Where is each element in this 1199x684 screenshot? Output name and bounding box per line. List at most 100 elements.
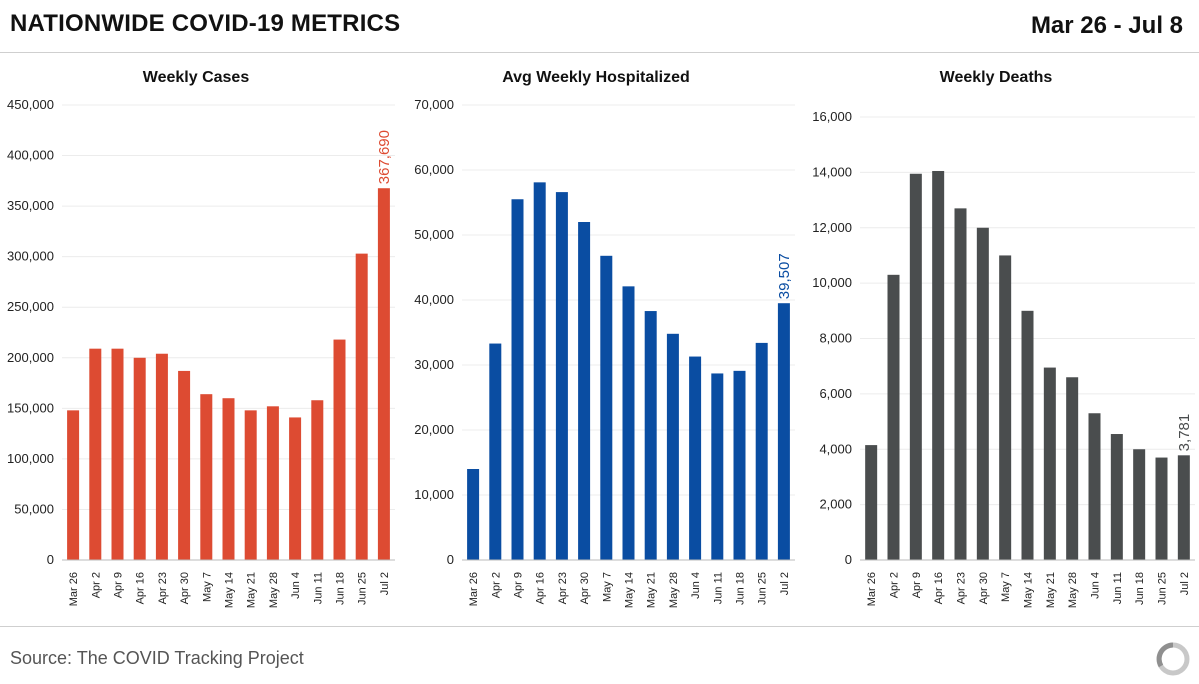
deaths-x-tick-label: Apr 30 xyxy=(978,572,990,604)
hospitalized-bar xyxy=(489,343,502,560)
hospitalized-x-tick-label: Jun 25 xyxy=(757,572,769,605)
deaths-x-tick-label: Apr 9 xyxy=(911,572,923,598)
deaths-x-tick-label: Apr 16 xyxy=(933,572,945,604)
deaths-y-tick-label: 6,000 xyxy=(819,386,852,401)
deaths-y-tick-label: 2,000 xyxy=(819,497,852,512)
cases-x-tick-label: Apr 30 xyxy=(179,572,191,604)
hospitalized-y-tick-label: 30,000 xyxy=(414,357,454,372)
page-title: NATIONWIDE COVID-19 METRICS xyxy=(10,10,401,37)
cases-bar xyxy=(111,348,124,560)
hospitalized-bar xyxy=(733,370,746,560)
deaths-x-tick-label: Apr 2 xyxy=(889,572,901,598)
cases-y-tick-label: 150,000 xyxy=(7,400,54,415)
hospitalized-y-tick-label: 10,000 xyxy=(414,487,454,502)
deaths-y-tick-label: 16,000 xyxy=(812,109,852,124)
hospitalized-value-label: 39,507 xyxy=(776,253,793,299)
deaths-bar xyxy=(1021,310,1034,560)
hospitalized-x-tick-label: May 14 xyxy=(624,572,636,608)
cases-x-tick-label: Jun 11 xyxy=(312,572,324,604)
hospitalized-bar xyxy=(533,182,546,560)
cases-chart: Weekly Cases 0 50,000 100,000 150,000 200,00… xyxy=(7,69,395,608)
hospitalized-x-tick-label: Jun 11 xyxy=(712,572,724,604)
hospitalized-bar xyxy=(755,342,768,560)
hospitalized-x-tick-label: Apr 23 xyxy=(557,572,569,604)
hospitalized-bar xyxy=(711,373,724,560)
deaths-y-tick-label: 4,000 xyxy=(819,441,852,456)
cases-y-tick-label: 50,000 xyxy=(14,501,54,516)
hospitalized-bar xyxy=(689,356,702,560)
cases-x-tick-label: May 21 xyxy=(246,572,258,608)
cases-bar xyxy=(222,398,235,560)
cases-y-tick-label: 400,000 xyxy=(7,148,54,163)
cases-bar xyxy=(200,394,213,560)
hospitalized-chart: Avg Weekly Hospitalized 0 10,000 20,000 30,… xyxy=(414,69,795,608)
cases-bar xyxy=(333,339,346,560)
deaths-x-tick-label: May 28 xyxy=(1067,572,1079,608)
cases-bar xyxy=(266,406,279,560)
cases-x-tick-label: Apr 23 xyxy=(157,572,169,604)
deaths-x-tick-label: Apr 23 xyxy=(956,572,968,604)
hospitalized-x-tick-label: Apr 16 xyxy=(535,572,547,604)
hospitalized-y-tick-label: 50,000 xyxy=(414,227,454,242)
hospitalized-bar xyxy=(578,222,591,560)
deaths-x-tick-label: Jun 11 xyxy=(1112,572,1124,604)
deaths-bar xyxy=(1155,457,1168,560)
cases-bar xyxy=(178,370,191,560)
cases-x-tick-label: Mar 26 xyxy=(68,572,80,606)
deaths-x-tick-label: Jun 25 xyxy=(1157,572,1169,605)
cases-chart-title: Weekly Cases xyxy=(143,69,250,86)
cases-y-tick-label: 100,000 xyxy=(7,451,54,466)
hospitalized-chart-title: Avg Weekly Hospitalized xyxy=(502,69,690,86)
hospitalized-x-tick-label: Jun 18 xyxy=(735,572,747,605)
deaths-bar xyxy=(976,227,989,560)
cases-y-tick-label: 300,000 xyxy=(7,249,54,264)
deaths-bar xyxy=(1177,455,1190,560)
cases-y-tick-label: 250,000 xyxy=(7,299,54,314)
cases-x-tick-label: Jun 18 xyxy=(335,572,347,605)
hospitalized-y-tick-label: 70,000 xyxy=(414,97,454,112)
deaths-chart: Weekly Deaths 0 2,000 4,000 6,000 8,000 10,00… xyxy=(812,69,1195,608)
deaths-x-tick-label: Jun 18 xyxy=(1134,572,1146,605)
hospitalized-x-tick-label: Jul 2 xyxy=(779,572,791,595)
deaths-bar xyxy=(1066,377,1079,560)
hospitalized-bar xyxy=(777,303,790,560)
hospitalized-bar xyxy=(666,333,679,560)
deaths-x-tick-label: Jun 4 xyxy=(1090,572,1102,599)
cases-y-tick-label: 200,000 xyxy=(7,350,54,365)
source-note: Source: The COVID Tracking Project xyxy=(10,648,304,668)
hospitalized-x-tick-label: Mar 26 xyxy=(468,572,480,606)
hospitalized-x-tick-label: May 21 xyxy=(646,572,658,608)
cases-bar xyxy=(311,400,324,560)
hospitalized-bar xyxy=(511,199,524,560)
cases-x-tick-label: Apr 9 xyxy=(113,572,125,598)
deaths-bar xyxy=(999,255,1012,560)
cases-x-tick-label: Jul 2 xyxy=(379,572,391,595)
cases-y-tick-label: 0 xyxy=(47,552,54,567)
hospitalized-x-tick-label: Apr 30 xyxy=(579,572,591,604)
deaths-bar xyxy=(1110,434,1123,560)
cases-x-tick-label: Jun 4 xyxy=(290,572,302,599)
cases-bar xyxy=(355,253,368,560)
cases-y-tick-label: 350,000 xyxy=(7,198,54,213)
hospitalized-x-tick-label: Apr 2 xyxy=(490,572,502,598)
cases-x-tick-label: May 7 xyxy=(201,572,213,602)
deaths-x-tick-label: May 7 xyxy=(1000,572,1012,602)
deaths-x-tick-label: May 14 xyxy=(1023,572,1035,608)
hospitalized-bar xyxy=(467,469,480,560)
hospitalized-bar xyxy=(622,286,635,560)
deaths-y-tick-label: 8,000 xyxy=(819,331,852,346)
hospitalized-x-tick-label: May 28 xyxy=(668,572,680,608)
cases-bar xyxy=(89,348,102,560)
cases-x-tick-label: May 28 xyxy=(268,572,280,608)
deaths-x-tick-label: May 21 xyxy=(1045,572,1057,608)
deaths-bar xyxy=(865,445,878,560)
hospitalized-x-tick-label: Jun 4 xyxy=(690,572,702,599)
cases-x-tick-label: Apr 2 xyxy=(90,572,102,598)
hospitalized-y-tick-label: 60,000 xyxy=(414,162,454,177)
deaths-chart-title: Weekly Deaths xyxy=(940,69,1053,86)
covid-tracking-project-logo-icon xyxy=(1156,642,1190,676)
cases-x-tick-label: Jun 25 xyxy=(357,572,369,605)
deaths-bar xyxy=(909,173,922,560)
hospitalized-y-tick-label: 20,000 xyxy=(414,422,454,437)
deaths-y-tick-label: 0 xyxy=(845,552,852,567)
